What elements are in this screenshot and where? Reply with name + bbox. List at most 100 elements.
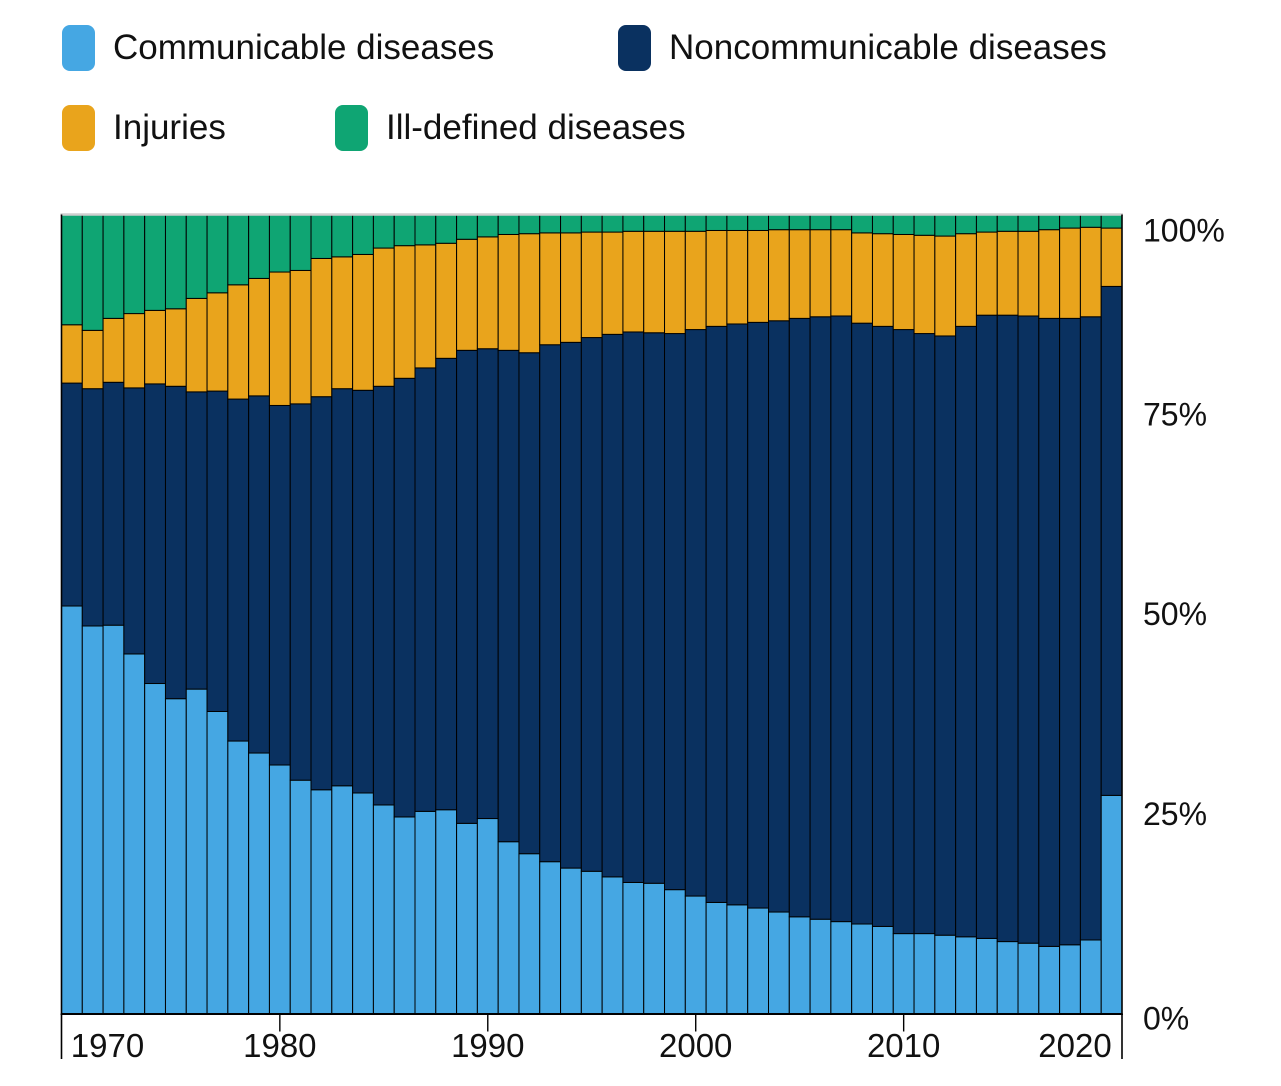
bar-segment-2010-3[interactable] — [892, 214, 915, 235]
bar-segment-1998-2[interactable] — [643, 230, 666, 334]
bar-segment-1989-1[interactable] — [456, 349, 478, 824]
bar-segment-1997-3[interactable] — [622, 214, 645, 232]
bar-segment-1977-0[interactable] — [206, 710, 229, 1014]
bar-segment-1994-3[interactable] — [560, 214, 582, 234]
bar-segment-1977-1[interactable] — [206, 390, 229, 712]
bar-segment-1989-0[interactable] — [456, 822, 478, 1015]
bar-segment-2015-3[interactable] — [996, 214, 1019, 232]
bar-segment-1977-3[interactable] — [206, 214, 229, 294]
bar-segment-2012-1[interactable] — [934, 335, 957, 936]
bar-segment-1991-2[interactable] — [497, 233, 520, 351]
bar-segment-2008-1[interactable] — [851, 322, 873, 925]
bar-segment-1979-3[interactable] — [248, 214, 270, 279]
bar-segment-2015-0[interactable] — [996, 941, 1019, 1015]
bar-segment-1986-1[interactable] — [393, 377, 416, 818]
bar-segment-1978-2[interactable] — [227, 284, 250, 400]
bar-segment-2003-0[interactable] — [747, 907, 770, 1015]
bar-segment-1983-1[interactable] — [331, 388, 354, 787]
bar-segment-1992-1[interactable] — [518, 352, 541, 855]
bar-segment-1988-2[interactable] — [435, 242, 458, 359]
bar-segment-2014-0[interactable] — [975, 937, 998, 1015]
bar-segment-1992-2[interactable] — [518, 233, 541, 354]
bar-segment-2018-2[interactable] — [1059, 227, 1081, 319]
bar-segment-1992-0[interactable] — [518, 853, 541, 1015]
bar-segment-2018-0[interactable] — [1059, 944, 1081, 1014]
bar-segment-2015-1[interactable] — [996, 314, 1019, 943]
bar-segment-1986-0[interactable] — [393, 816, 416, 1015]
bar-segment-2004-2[interactable] — [768, 229, 790, 322]
bar-segment-2004-0[interactable] — [768, 911, 790, 1015]
bar-segment-1980-1[interactable] — [268, 404, 291, 766]
legend-item-noncommunicable[interactable]: Noncommunicable diseases — [618, 24, 1107, 72]
bar-segment-2004-3[interactable] — [768, 214, 790, 231]
bar-segment-2016-2[interactable] — [1017, 230, 1040, 317]
bar-segment-1984-0[interactable] — [352, 792, 374, 1014]
bar-segment-1970-3[interactable] — [61, 214, 83, 326]
legend-item-communicable[interactable]: Communicable diseases — [62, 24, 494, 72]
bar-segment-1975-0[interactable] — [164, 698, 187, 1014]
bar-segment-2002-3[interactable] — [726, 214, 749, 231]
bar-segment-1973-0[interactable] — [123, 653, 146, 1014]
bar-segment-2005-0[interactable] — [788, 916, 811, 1015]
bar-segment-1976-3[interactable] — [185, 214, 208, 299]
bar-segment-2006-1[interactable] — [809, 316, 832, 920]
bar-segment-2013-0[interactable] — [955, 936, 977, 1014]
bar-segment-1970-1[interactable] — [61, 382, 83, 607]
bar-segment-1976-2[interactable] — [185, 297, 208, 393]
bar-segment-2007-1[interactable] — [830, 315, 853, 923]
bar-segment-1996-1[interactable] — [601, 333, 624, 878]
bar-segment-2020-2[interactable] — [1100, 227, 1123, 287]
bar-segment-2002-1[interactable] — [726, 323, 749, 906]
bar-segment-1995-2[interactable] — [580, 231, 603, 339]
bar-segment-2015-2[interactable] — [996, 230, 1019, 316]
bar-segment-2017-1[interactable] — [1038, 317, 1061, 947]
bar-segment-2017-3[interactable] — [1038, 214, 1061, 231]
bar-segment-1974-3[interactable] — [144, 214, 166, 311]
bar-segment-1987-2[interactable] — [414, 244, 437, 369]
bar-segment-1983-0[interactable] — [331, 785, 354, 1014]
bar-segment-1984-1[interactable] — [352, 389, 374, 794]
bar-segment-1974-0[interactable] — [144, 683, 166, 1014]
bar-segment-1984-2[interactable] — [352, 253, 374, 391]
bar-segment-1998-0[interactable] — [643, 882, 666, 1015]
bar-segment-1997-1[interactable] — [622, 331, 645, 883]
bar-segment-2010-0[interactable] — [892, 933, 915, 1014]
bar-segment-1979-2[interactable] — [248, 277, 270, 397]
bar-segment-1981-2[interactable] — [289, 269, 312, 405]
bar-segment-1994-0[interactable] — [560, 867, 582, 1015]
bar-segment-1992-3[interactable] — [518, 214, 541, 235]
bar-segment-2020-1[interactable] — [1100, 285, 1123, 796]
bar-segment-1993-3[interactable] — [539, 214, 562, 234]
bar-segment-1987-0[interactable] — [414, 810, 437, 1014]
bar-segment-1983-3[interactable] — [331, 214, 354, 258]
bar-segment-2000-1[interactable] — [684, 329, 707, 897]
bar-segment-1988-1[interactable] — [435, 357, 458, 811]
bar-segment-1993-1[interactable] — [539, 344, 562, 863]
bar-segment-2009-2[interactable] — [871, 233, 894, 327]
bar-segment-2007-0[interactable] — [830, 921, 853, 1014]
bar-segment-1990-3[interactable] — [476, 214, 499, 238]
bar-segment-1978-3[interactable] — [227, 214, 250, 286]
bar-segment-2007-2[interactable] — [830, 229, 853, 317]
bar-segment-1985-0[interactable] — [372, 804, 395, 1015]
bar-segment-1980-2[interactable] — [268, 271, 291, 406]
bar-segment-1989-3[interactable] — [456, 214, 478, 240]
bar-segment-2012-0[interactable] — [934, 934, 957, 1015]
bar-segment-2005-2[interactable] — [788, 229, 811, 319]
bar-segment-2012-2[interactable] — [934, 235, 957, 337]
bar-segment-1970-2[interactable] — [61, 324, 83, 384]
bar-segment-1991-1[interactable] — [497, 349, 520, 843]
bar-segment-2000-0[interactable] — [684, 895, 707, 1014]
bar-segment-2016-0[interactable] — [1017, 942, 1040, 1014]
bar-segment-1998-1[interactable] — [643, 332, 666, 884]
bar-segment-2001-2[interactable] — [705, 229, 728, 327]
bar-segment-1979-0[interactable] — [248, 752, 270, 1015]
bar-segment-1972-0[interactable] — [102, 624, 125, 1014]
bar-segment-2020-3[interactable] — [1100, 214, 1123, 229]
bar-segment-1986-3[interactable] — [393, 214, 416, 247]
bar-segment-1979-1[interactable] — [248, 395, 270, 754]
bar-segment-1988-3[interactable] — [435, 214, 458, 244]
bar-segment-2017-2[interactable] — [1038, 229, 1061, 319]
bar-segment-1995-1[interactable] — [580, 337, 603, 872]
legend-item-illdefined[interactable]: Ill-defined diseases — [335, 104, 686, 152]
